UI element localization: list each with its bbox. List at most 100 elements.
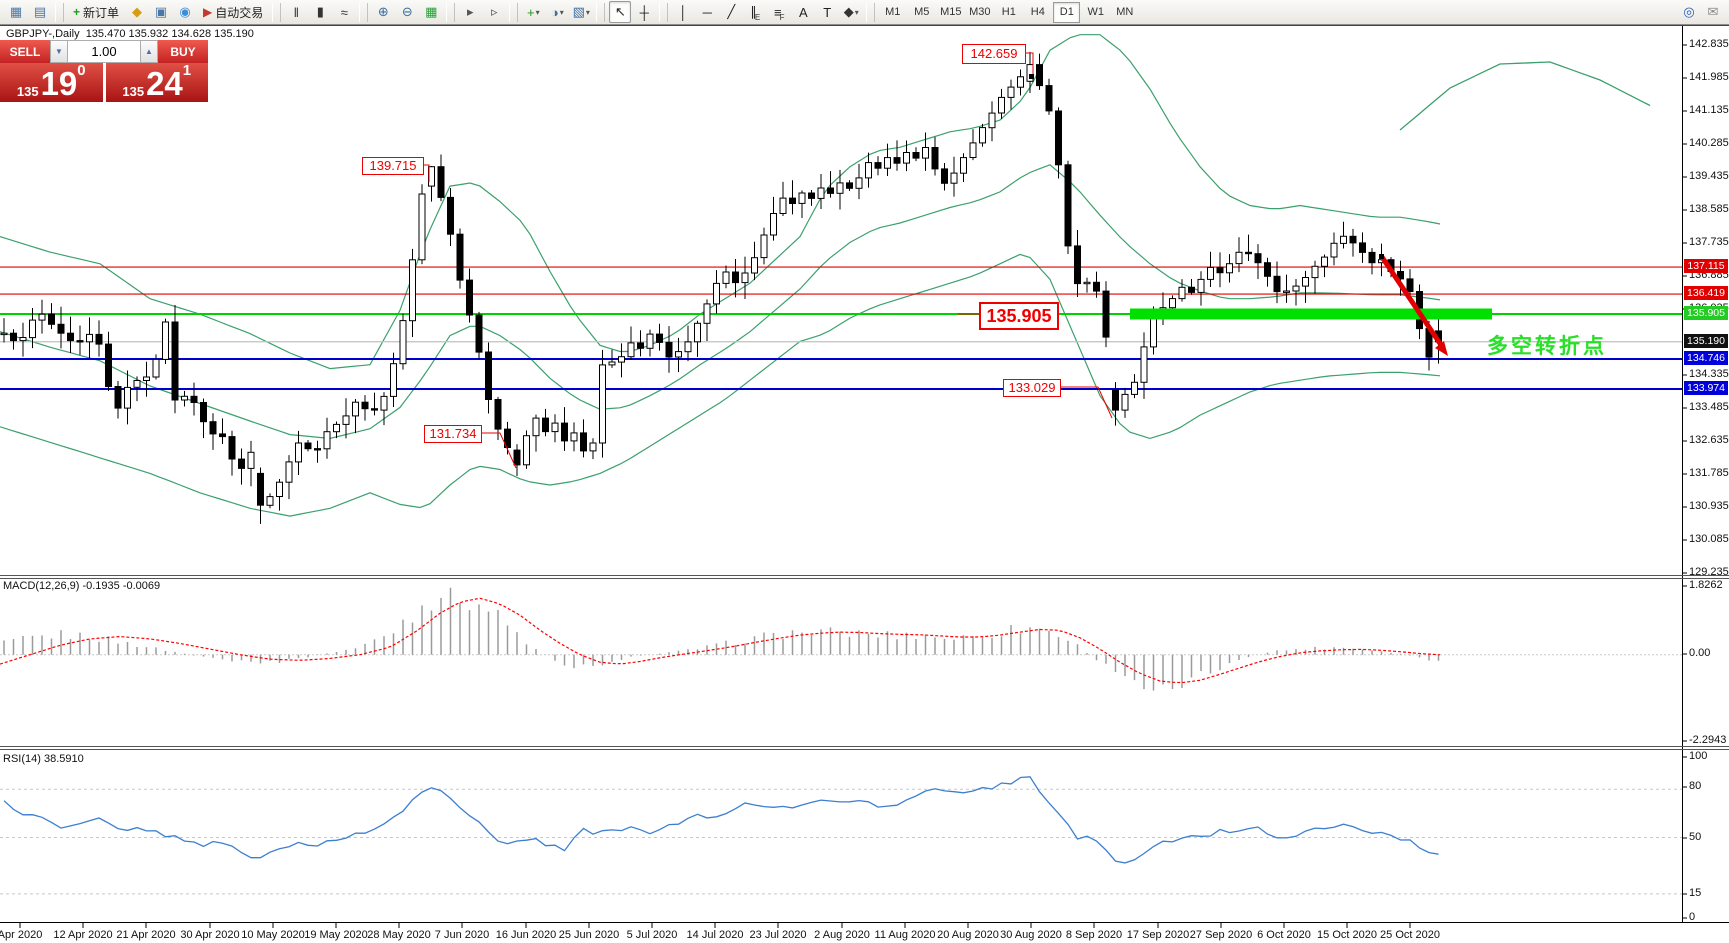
channel-sub-label: E bbox=[754, 13, 761, 22]
rsi-scale-label: 15 bbox=[1689, 887, 1702, 899]
timeframe-h4-button[interactable]: H4 bbox=[1030, 6, 1045, 18]
chart-bars-icon[interactable]: ‖ bbox=[293, 4, 299, 20]
ohlc-values: 135.470 135.932 134.628 135.190 bbox=[85, 28, 254, 40]
date-label[interactable]: 21 Apr 2020 bbox=[116, 929, 176, 941]
symbol-period-label: GBPJPY-,Daily bbox=[6, 28, 80, 40]
new-order-icon: + bbox=[73, 5, 81, 19]
auto-scroll-icon[interactable]: ▸ bbox=[467, 4, 474, 19]
date-label[interactable]: 27 Sep 2020 bbox=[1189, 929, 1253, 941]
tile-windows-icon[interactable]: ▦ bbox=[425, 4, 438, 19]
new-order-button[interactable]: + 新订单 bbox=[68, 2, 124, 22]
analyst-note[interactable]: 多空转折点 bbox=[1487, 335, 1607, 358]
favorites-icon[interactable]: ◆ bbox=[132, 4, 143, 19]
templates-icon[interactable]: ▧ ▾ bbox=[572, 4, 590, 19]
date-label[interactable]: 14 Jul 2020 bbox=[686, 929, 744, 941]
price-scale-label: 138.585 bbox=[1689, 203, 1729, 215]
crosshair-icon[interactable]: ┼ bbox=[639, 4, 649, 20]
date-label[interactable]: 15 Oct 2020 bbox=[1317, 929, 1377, 941]
date-label[interactable]: 2 Aug 2020 bbox=[814, 929, 870, 941]
autotrade-button[interactable]: ▶ 自动交易 bbox=[198, 2, 268, 22]
volume-increase-button[interactable]: ▲ bbox=[140, 40, 158, 63]
vline-icon[interactable]: │ bbox=[679, 4, 688, 20]
timeframe-m15-button[interactable]: M15 bbox=[940, 6, 962, 18]
rsi-scale-label: 100 bbox=[1689, 750, 1708, 762]
price-scale-label: 137.735 bbox=[1689, 236, 1729, 248]
channel-icon[interactable]: ∥ E bbox=[750, 4, 761, 22]
chevron-down-icon: ▾ bbox=[535, 7, 540, 17]
zoom-out-icon[interactable]: ⊖ bbox=[401, 4, 413, 19]
date-label[interactable]: 23 Jul 2020 bbox=[749, 929, 807, 941]
new-chart-icon[interactable]: ▦ bbox=[9, 4, 23, 19]
timeframe-w1-button[interactable]: W1 bbox=[1087, 6, 1105, 18]
volume-input[interactable]: 1.00 bbox=[68, 40, 140, 63]
date-label[interactable]: 25 Oct 2020 bbox=[1380, 929, 1440, 941]
price-scale-label: 141.135 bbox=[1689, 104, 1729, 116]
arrows-icon[interactable]: ◆ ▾ bbox=[843, 4, 859, 19]
price-scale-label: 129.235 bbox=[1689, 566, 1729, 578]
trendline-icon[interactable]: ╱ bbox=[727, 4, 736, 19]
macd-scale-label: -2.2943 bbox=[1689, 734, 1727, 746]
date-label[interactable]: 8 Sep 2020 bbox=[1065, 929, 1123, 941]
date-label[interactable]: 30 Apr 2020 bbox=[180, 929, 240, 941]
sell-button[interactable]: SELL bbox=[0, 40, 50, 63]
date-label[interactable]: 5 Jul 2020 bbox=[626, 929, 678, 941]
chat-icon[interactable]: ✉ bbox=[1707, 4, 1719, 19]
date-label[interactable]: 30 Aug 2020 bbox=[1000, 929, 1062, 941]
date-label[interactable]: 16 Jun 2020 bbox=[495, 929, 557, 941]
buy-button[interactable]: BUY bbox=[158, 40, 208, 63]
chart-title: GBPJPY-,Daily 135.470 135.932 134.628 13… bbox=[6, 28, 254, 40]
date-label[interactable]: 6 Oct 2020 bbox=[1257, 929, 1311, 941]
timeframe-m5-button[interactable]: M5 bbox=[914, 6, 930, 18]
indicators-add-icon[interactable]: + ▾ bbox=[526, 4, 540, 20]
toolbar-separator bbox=[359, 2, 369, 22]
signals-icon[interactable]: ◉ bbox=[179, 4, 191, 19]
sell-price-point: 0 bbox=[77, 62, 86, 79]
timeframe-mn-button[interactable]: MN bbox=[1116, 6, 1134, 18]
date-label[interactable]: 17 Sep 2020 bbox=[1126, 929, 1190, 941]
buy-price-display[interactable]: 135 24 1 bbox=[105, 62, 208, 102]
buy-price-point: 1 bbox=[182, 62, 192, 79]
date-label[interactable]: 12 Apr 2020 bbox=[53, 929, 113, 941]
search-icon[interactable]: ◎ bbox=[1683, 4, 1695, 19]
timeframe-m30-button[interactable]: M30 bbox=[969, 6, 991, 18]
chart-shift-icon[interactable]: ▹ bbox=[491, 4, 498, 19]
date-label[interactable]: 25 Jun 2020 bbox=[558, 929, 620, 941]
chart-line-icon[interactable]: ≈ bbox=[340, 4, 348, 20]
price-line-badge: 135.905 bbox=[1684, 306, 1728, 320]
macd-label: MACD(12,26,9) -0.1935 -0.0069 bbox=[3, 580, 161, 592]
timeframe-h1-button[interactable]: H1 bbox=[1001, 6, 1016, 18]
price-annotation[interactable]: 142.659 bbox=[962, 44, 1026, 64]
date-label[interactable]: 19 May 2020 bbox=[304, 929, 368, 941]
sell-price-display[interactable]: 135 19 0 bbox=[0, 63, 103, 102]
date-label[interactable]: 11 Aug 2020 bbox=[874, 929, 936, 941]
price-annotation[interactable]: 139.715 bbox=[362, 157, 424, 175]
profiles-icon[interactable]: ▤ bbox=[33, 4, 47, 19]
rsi-scale-label: 80 bbox=[1689, 780, 1702, 792]
text-icon[interactable]: A bbox=[798, 4, 808, 20]
date-label[interactable]: Apr 2020 bbox=[0, 929, 43, 941]
chart-candles-icon[interactable]: ▮ bbox=[316, 4, 324, 19]
zoom-in-icon[interactable]: ⊕ bbox=[377, 4, 389, 19]
terminal-icon[interactable]: ▣ bbox=[154, 4, 168, 19]
fibonacci-icon[interactable]: ≡ F bbox=[774, 4, 785, 23]
periods-icon[interactable]: ◑ ▾ bbox=[550, 4, 564, 20]
timeframe-d1-button[interactable]: D1 bbox=[1053, 1, 1081, 23]
hline-icon[interactable]: ─ bbox=[702, 4, 712, 20]
cursor-icon[interactable]: ↖ bbox=[609, 1, 632, 23]
volume-decrease-button[interactable]: ▼ bbox=[50, 40, 68, 63]
price-annotation[interactable]: 135.905 bbox=[979, 302, 1059, 330]
toolbar-separator bbox=[659, 2, 669, 22]
date-label[interactable]: 10 May 2020 bbox=[241, 929, 305, 941]
price-line-badge: 137.115 bbox=[1684, 259, 1728, 273]
price-annotation[interactable]: 133.029 bbox=[1003, 379, 1061, 397]
price-annotation[interactable]: 131.734 bbox=[424, 425, 482, 443]
toolbar-right: ◎ ✉ bbox=[1677, 1, 1725, 23]
price-line-badge: 136.419 bbox=[1684, 286, 1728, 300]
date-label[interactable]: 28 May 2020 bbox=[367, 929, 431, 941]
text-label-icon[interactable]: T bbox=[823, 4, 832, 20]
one-click-trading-panel: SELL ▼ 1.00 ▲ BUY 135 19 0 135 24 1 bbox=[0, 40, 208, 102]
timeframe-m1-button[interactable]: M1 bbox=[885, 6, 901, 18]
date-label[interactable]: 20 Aug 2020 bbox=[937, 929, 999, 941]
date-label[interactable]: 7 Jun 2020 bbox=[434, 929, 490, 941]
